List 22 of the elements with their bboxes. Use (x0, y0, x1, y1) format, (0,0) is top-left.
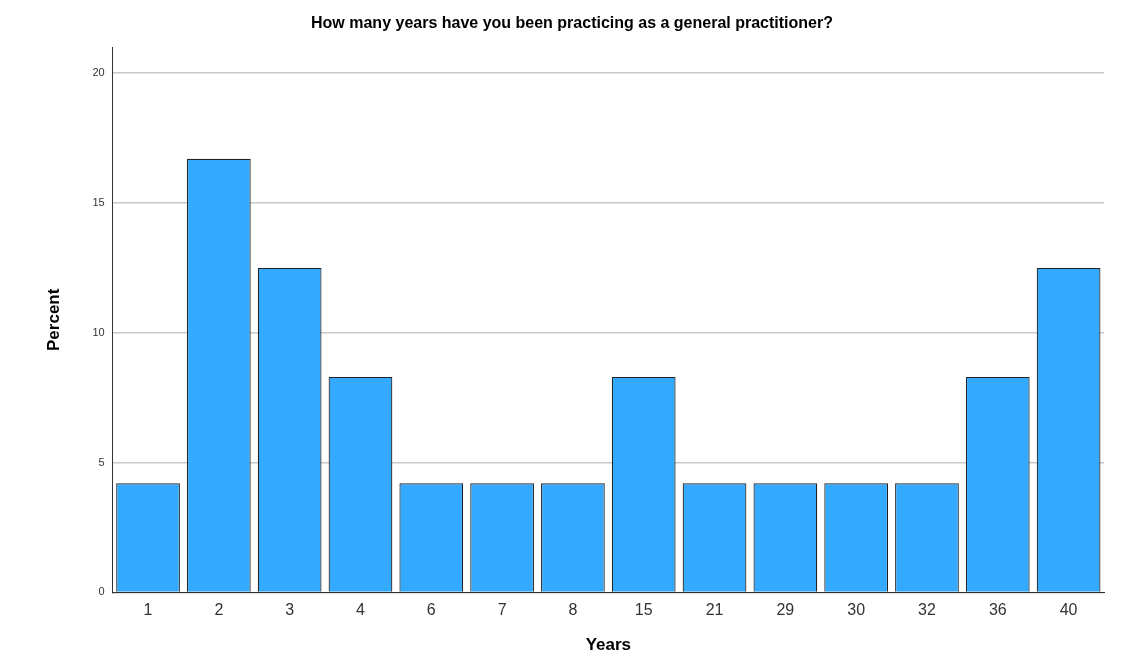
chart-title: How many years have you been practicing as a general practitioner? (311, 14, 833, 32)
y-tick-label: 5 (98, 455, 105, 468)
x-axis-title: Years (585, 635, 632, 655)
y-axis-title: Percent (43, 288, 63, 351)
x-tick-label: 3 (285, 601, 295, 619)
x-tick-label: 29 (776, 601, 795, 619)
x-tick-label: 30 (847, 601, 866, 619)
x-tick-label: 1 (143, 601, 153, 619)
x-tick-label: 15 (634, 601, 653, 619)
x-tick-label: 36 (988, 601, 1007, 619)
y-tick-label: 15 (92, 196, 105, 208)
x-tick-label: 7 (497, 601, 507, 619)
x-tick-label: 32 (918, 601, 936, 619)
x-tick-label: 21 (705, 601, 724, 619)
y-tick-label: 0 (98, 585, 105, 598)
x-tick-label: 2 (214, 601, 224, 619)
x-tick-label: 6 (426, 601, 436, 619)
y-tick-label: 10 (92, 325, 105, 338)
x-tick-label: 40 (1059, 601, 1078, 619)
y-tick-label: 20 (92, 66, 105, 79)
x-tick-label: 8 (568, 601, 578, 619)
x-tick-label: 4 (356, 601, 366, 619)
